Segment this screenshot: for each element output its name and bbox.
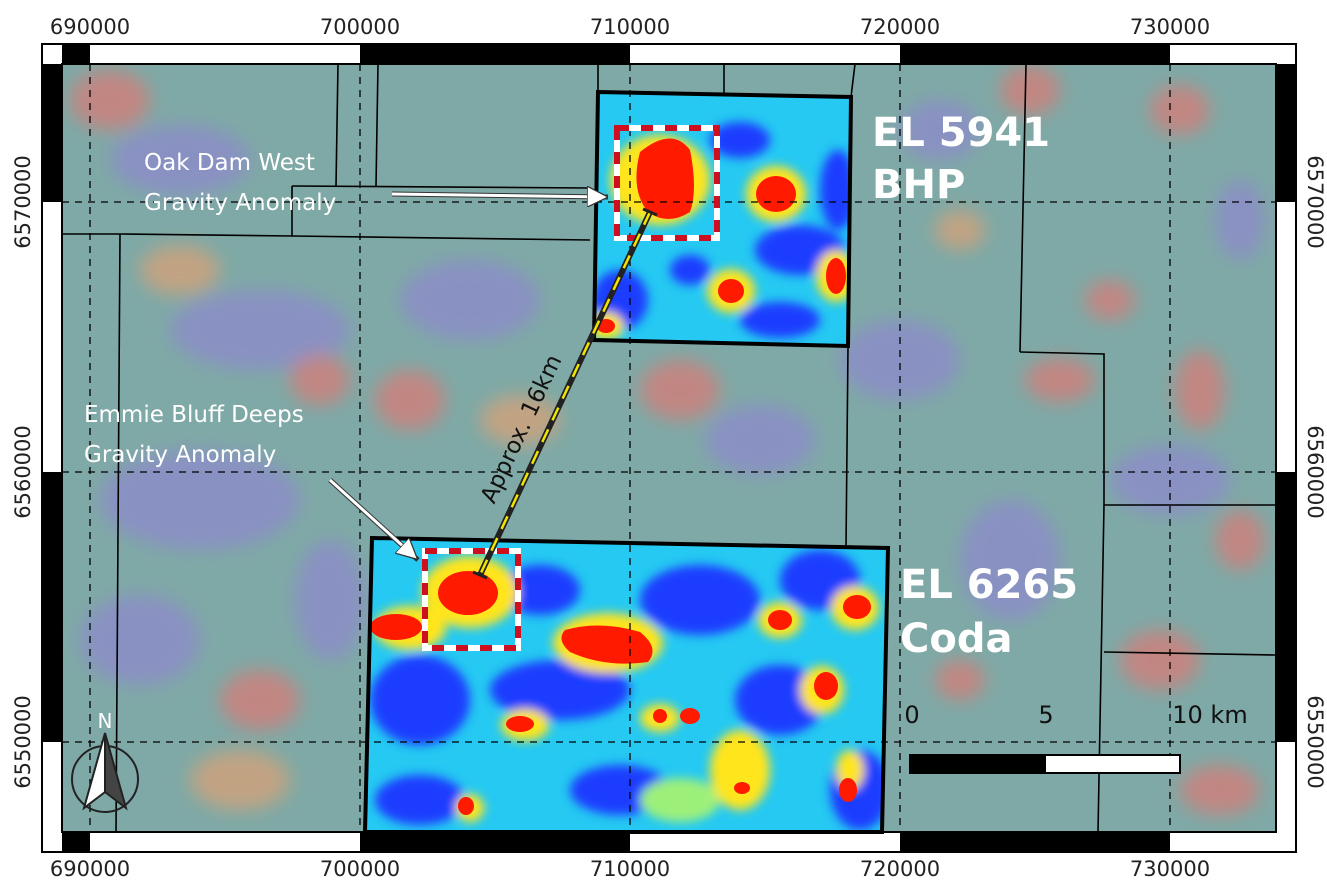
scale-tick-0: 0 <box>904 701 919 729</box>
tenement-boundaries <box>62 63 1277 833</box>
easting-label-bottom: 720000 <box>860 857 940 881</box>
scale-end-label: 10 km <box>1172 701 1247 729</box>
oak-dam-west-label-line2: Gravity Anomaly <box>144 190 336 216</box>
north-arrow-label: N <box>98 709 113 733</box>
northing-label-left: 6560000 <box>11 425 35 519</box>
northing-label-right: 6570000 <box>1303 155 1327 249</box>
coordinate-grid <box>62 64 1276 832</box>
el6265-holder-label: Coda <box>900 616 1012 662</box>
easting-label-top: 730000 <box>1130 15 1210 39</box>
easting-label-bottom: 710000 <box>590 857 670 881</box>
easting-label-bottom: 730000 <box>1130 857 1210 881</box>
northing-label-right: 6550000 <box>1303 695 1327 789</box>
el6265-label: EL 6265 <box>900 562 1078 608</box>
coda-gravity-image <box>365 538 888 832</box>
el5941-holder-label: BHP <box>872 162 965 208</box>
easting-label-top: 700000 <box>320 15 400 39</box>
northing-label-left: 6550000 <box>11 695 35 789</box>
easting-label-top: 720000 <box>860 15 940 39</box>
emmie-bluff-target-box <box>422 548 521 651</box>
bhp-gravity-image <box>594 92 851 346</box>
emmie-bluff-callout-arrow <box>328 478 416 558</box>
north-arrow-icon <box>71 732 139 813</box>
easting-label-top: 710000 <box>590 15 670 39</box>
easting-label-top: 690000 <box>50 15 130 39</box>
easting-label-bottom: 690000 <box>50 857 130 881</box>
oak-dam-west-label-line1: Oak Dam West <box>144 150 315 176</box>
el5941-label: EL 5941 <box>872 110 1050 156</box>
frame-segments <box>42 44 1296 852</box>
northing-label-right: 6560000 <box>1303 425 1327 519</box>
emmie-bluff-label-line2: Gravity Anomaly <box>84 442 276 468</box>
northing-label-left: 6570000 <box>11 155 35 249</box>
distance-line <box>472 207 658 580</box>
scale-tick-5: 5 <box>1038 701 1053 729</box>
scale-bar <box>909 754 1181 774</box>
easting-label-bottom: 700000 <box>320 857 400 881</box>
emmie-bluff-label-line1: Emmie Bluff Deeps <box>84 402 304 428</box>
oak-dam-callout-arrow <box>391 194 606 197</box>
